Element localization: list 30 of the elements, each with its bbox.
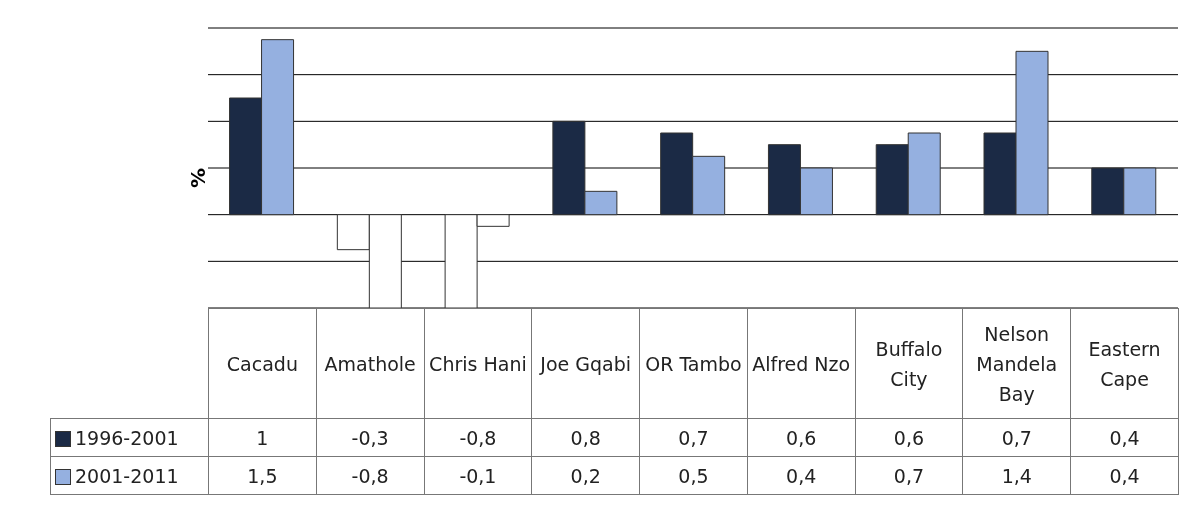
data-label: -0,8 (316, 456, 425, 495)
x-tick-label: Alfred Nzo (747, 308, 856, 419)
data-label: -0,1 (424, 456, 532, 495)
x-tick-label: OR Tambo (639, 308, 748, 419)
data-label: 0,2 (531, 456, 640, 495)
x-tick-label: Joe Gqabi (531, 308, 640, 419)
data-label: 0,6 (855, 418, 963, 457)
x-tick-label: Cacadu (208, 308, 317, 419)
data-label: 0,7 (639, 418, 748, 457)
x-tick-label: Chris Hani (424, 308, 532, 419)
legend-label: 2001-2011 (50, 456, 209, 495)
data-label: 0,7 (962, 418, 1071, 457)
data-label: 0,5 (639, 456, 748, 495)
data-label: 0,4 (1070, 456, 1179, 495)
legend-label: 1996-2001 (50, 418, 209, 457)
data-label: 0,6 (747, 418, 856, 457)
data-label: 1,4 (962, 456, 1071, 495)
data-label: 0,4 (1070, 418, 1179, 457)
data-label: 1 (208, 418, 317, 457)
data-label: 0,4 (747, 456, 856, 495)
x-tick-label: Buffalo City (855, 308, 963, 419)
x-tick-label: Nelson Mandela Bay (962, 308, 1071, 419)
data-label: -0,8 (424, 418, 532, 457)
data-label: 0,8 (531, 418, 640, 457)
data-label: 0,7 (855, 456, 963, 495)
y-axis-title: % (186, 168, 211, 189)
x-tick-label: Eastern Cape (1070, 308, 1179, 419)
x-tick-label: Amathole (316, 308, 425, 419)
data-label: 1,5 (208, 456, 317, 495)
data-label: -0,3 (316, 418, 425, 457)
